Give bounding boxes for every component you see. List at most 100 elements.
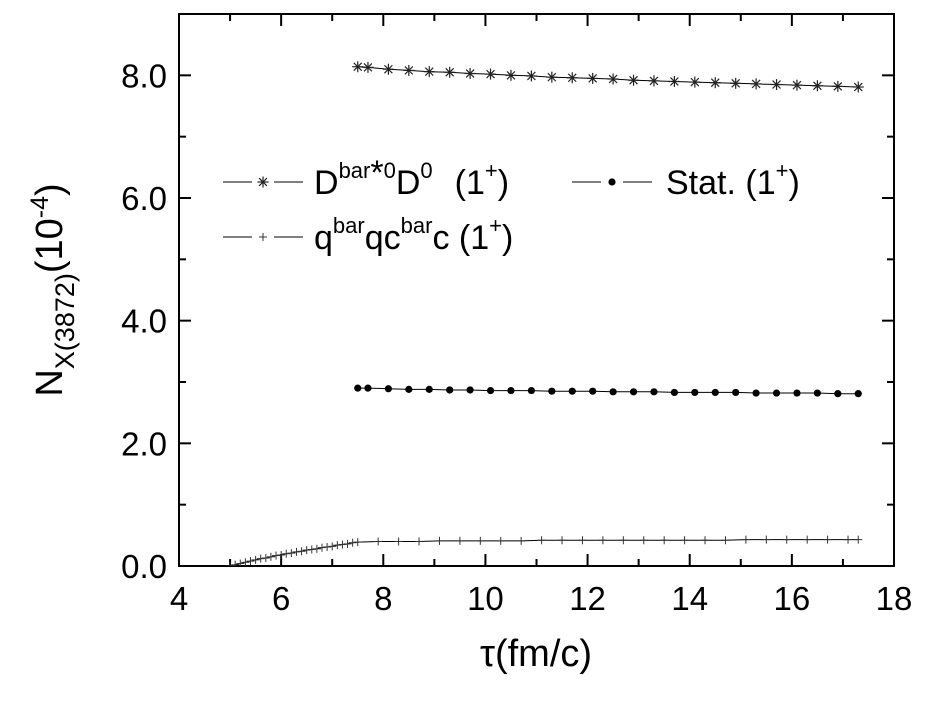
y-tick-label: 4.0 <box>121 303 167 340</box>
data-point-qq <box>307 545 316 554</box>
data-point-qq <box>246 557 255 566</box>
data-point-stat <box>834 390 842 398</box>
legend: Dbar*0D0 (1+) Stat. (1+) qbarqcbarc (1+) <box>223 154 800 257</box>
data-point-qq <box>823 535 832 544</box>
legend-marker-dd <box>257 176 269 188</box>
data-point-qq <box>762 535 771 544</box>
data-point-qq <box>277 550 286 559</box>
data-point-dd <box>362 61 374 73</box>
data-point-qq <box>639 536 648 545</box>
data-point-qq <box>680 536 689 545</box>
y-axis-title-sub: X(3872) <box>50 273 80 369</box>
data-point-dd <box>750 78 762 90</box>
data-point-stat <box>364 384 372 392</box>
legend-symbol-stat <box>608 178 616 186</box>
data-point-dd <box>525 70 537 82</box>
data-point-qq <box>261 554 270 563</box>
data-point-dd <box>464 67 476 79</box>
data-point-stat <box>446 386 454 394</box>
data-point-qq <box>318 543 326 552</box>
data-point-qq <box>312 544 321 553</box>
data-point-qq <box>333 541 342 550</box>
data-point-qq <box>517 536 526 545</box>
data-point-qq <box>343 539 352 548</box>
data-point-stat <box>486 386 495 395</box>
data-point-dd <box>403 64 415 76</box>
data-point-stat <box>752 389 760 397</box>
data-point-stat <box>548 387 556 395</box>
data-point-qq <box>287 549 296 558</box>
data-point-qq <box>476 536 485 545</box>
data-point-stat <box>405 385 413 393</box>
y-axis-title: NX(3872)(10-4) <box>26 183 80 396</box>
data-point-stat <box>711 388 719 397</box>
data-point-stat <box>568 387 576 395</box>
data-point-stat <box>629 388 638 396</box>
y-axis-title-unit-close: ) <box>29 183 71 196</box>
data-point-qq <box>302 546 311 555</box>
x-tick-label: 10 <box>467 580 504 617</box>
data-point-dd <box>832 80 844 92</box>
data-point-stat <box>589 387 597 395</box>
data-point-dd <box>709 77 721 89</box>
x-axis-title: τ(fm/c) <box>480 633 592 675</box>
data-point-qq <box>297 547 306 556</box>
y-axis-title-unit-exp: -4 <box>26 196 54 218</box>
data-point-stat <box>507 386 515 395</box>
x-tick-label: 16 <box>773 580 810 617</box>
data-point-dd <box>423 66 435 78</box>
data-point-qq <box>415 537 424 546</box>
y-tick-label: 0.0 <box>121 548 167 585</box>
data-point-qq <box>721 536 730 545</box>
data-point-qq <box>251 555 260 564</box>
data-point-dd <box>648 75 660 87</box>
legend-symbol-qq <box>259 233 267 241</box>
data-point-qq <box>619 536 628 545</box>
data-point-dd <box>352 61 364 73</box>
series-stat <box>354 384 862 398</box>
data-point-stat <box>670 388 678 397</box>
data-point-dd <box>811 80 823 92</box>
legend-marker-qq <box>259 233 267 241</box>
x-tick-label: 6 <box>272 580 290 617</box>
legend-marker-stat <box>608 178 616 186</box>
data-point-stat <box>772 389 781 397</box>
data-point-qq <box>348 538 357 547</box>
data-point-stat <box>854 390 862 398</box>
data-point-qq <box>292 547 301 556</box>
data-point-dd <box>730 77 742 89</box>
y-axis-title-unit-open: (10 <box>29 218 71 273</box>
data-point-dd <box>668 75 680 87</box>
y-tick-label: 6.0 <box>121 180 167 217</box>
data-point-qq <box>394 537 403 546</box>
data-point-stat <box>813 389 821 397</box>
series-layer <box>226 61 864 566</box>
legend-item-stat: Stat. (1+) <box>572 158 800 202</box>
data-point-stat <box>527 386 535 395</box>
data-point-dd <box>546 71 558 83</box>
legend-item-qq: qbarqcbarc (1+) <box>223 213 513 257</box>
data-point-qq <box>455 536 464 545</box>
data-point-qq <box>266 552 275 561</box>
data-point-stat <box>466 386 474 394</box>
legend-label-stat: Stat. (1+) <box>666 158 800 202</box>
series-dd <box>352 61 864 93</box>
data-point-dd <box>628 74 640 86</box>
data-point-qq <box>241 558 250 566</box>
data-point-stat <box>384 385 392 393</box>
data-point-stat <box>691 388 699 397</box>
plot-frame <box>178 13 895 567</box>
data-point-dd <box>444 66 456 78</box>
x-tick-label: 12 <box>569 580 606 617</box>
data-point-qq <box>496 536 505 545</box>
data-point-dd <box>485 68 497 80</box>
data-point-qq <box>272 551 281 560</box>
data-point-qq <box>435 536 444 545</box>
data-point-qq <box>353 538 362 547</box>
data-point-qq <box>282 549 291 558</box>
data-point-qq <box>374 537 383 546</box>
data-point-qq <box>231 560 240 566</box>
data-point-dd <box>689 76 701 88</box>
legend-label-qq: qbarqcbarc (1+) <box>314 213 513 257</box>
